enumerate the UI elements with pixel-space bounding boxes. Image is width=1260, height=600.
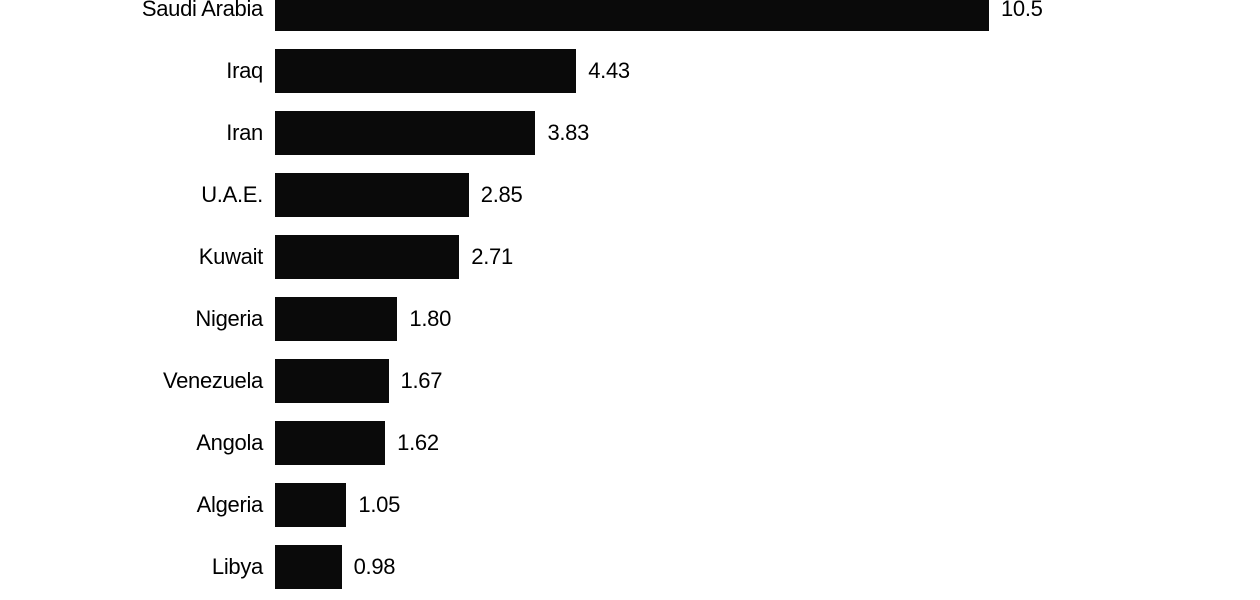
bar-label: U.A.E. — [0, 182, 275, 208]
bar-row: Saudi Arabia 10.5 — [0, 0, 1260, 38]
bar-value: 1.05 — [358, 492, 400, 518]
bar-label: Iraq — [0, 58, 275, 84]
bar-row: Algeria 1.05 — [0, 476, 1260, 534]
bar-label: Venezuela — [0, 368, 275, 394]
bar-row: Libya 0.98 — [0, 538, 1260, 596]
bar-area: 1.05 — [275, 483, 1260, 527]
bar-label: Angola — [0, 430, 275, 456]
bar-area: 1.80 — [275, 297, 1260, 341]
bar — [275, 483, 346, 527]
bar — [275, 111, 535, 155]
bar — [275, 0, 989, 31]
bar-label: Libya — [0, 554, 275, 580]
bar-label: Saudi Arabia — [0, 0, 275, 22]
bar — [275, 173, 469, 217]
bar-value: 1.80 — [409, 306, 451, 332]
bar-value: 1.62 — [397, 430, 439, 456]
bar-area: 1.62 — [275, 421, 1260, 465]
bar-row: Nigeria 1.80 — [0, 290, 1260, 348]
bar-value: 4.43 — [588, 58, 630, 84]
bar-row: Iran 3.83 — [0, 104, 1260, 162]
bar — [275, 359, 389, 403]
bar-value: 3.83 — [547, 120, 589, 146]
bar-value: 10.5 — [1001, 0, 1043, 22]
bar — [275, 545, 342, 589]
bar-label: Algeria — [0, 492, 275, 518]
bar-area: 4.43 — [275, 49, 1260, 93]
bar-row: Kuwait 2.71 — [0, 228, 1260, 286]
bar-label: Nigeria — [0, 306, 275, 332]
bar-value: 1.67 — [401, 368, 443, 394]
bar-row: Iraq 4.43 — [0, 42, 1260, 100]
bar-label: Kuwait — [0, 244, 275, 270]
bar-value: 2.85 — [481, 182, 523, 208]
bar — [275, 421, 385, 465]
bar-row: Venezuela 1.67 — [0, 352, 1260, 410]
bar — [275, 235, 459, 279]
bar-value: 2.71 — [471, 244, 513, 270]
bar-label: Iran — [0, 120, 275, 146]
bar — [275, 297, 397, 341]
bar-area: 2.85 — [275, 173, 1260, 217]
bar-area: 10.5 — [275, 0, 1260, 31]
bar — [275, 49, 576, 93]
bar-area: 2.71 — [275, 235, 1260, 279]
bar-value: 0.98 — [354, 554, 396, 580]
bar-chart: Saudi Arabia 10.5 Iraq 4.43 Iran 3.83 U.A.E. 2.… — [0, 0, 1260, 600]
bar-area: 3.83 — [275, 111, 1260, 155]
bar-row: Angola 1.62 — [0, 414, 1260, 472]
bar-row: U.A.E. 2.85 — [0, 166, 1260, 224]
bar-area: 1.67 — [275, 359, 1260, 403]
bar-area: 0.98 — [275, 545, 1260, 589]
